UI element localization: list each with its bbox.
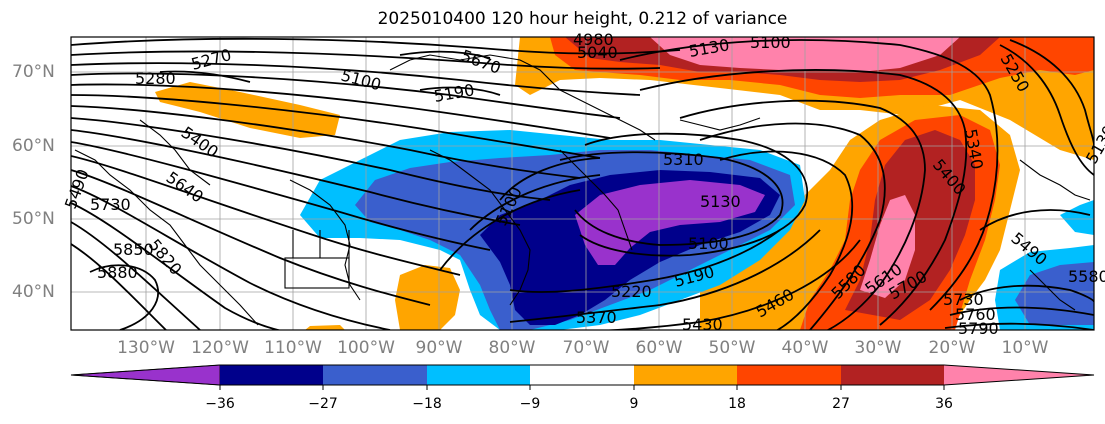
- contour-label: 5580: [1068, 267, 1105, 286]
- anomaly-positive-south: [395, 265, 460, 330]
- longitude-label: 40°W: [781, 338, 829, 358]
- longitude-label: 130°W: [117, 338, 175, 358]
- longitude-label: 70°W: [562, 338, 610, 358]
- colorbar-tick-label: −36: [205, 396, 235, 412]
- colorbar-segment: [323, 365, 427, 385]
- colorbar-segment: [70, 364, 221, 386]
- latitude-label: 60°N: [12, 136, 55, 156]
- colorbar-tick-label: 9: [629, 396, 639, 412]
- colorbar-tick-label: −9: [519, 396, 541, 412]
- contour-label: 5430: [682, 315, 723, 334]
- longitude-label: 80°W: [488, 338, 536, 358]
- contour-label: 5280: [135, 69, 176, 88]
- contour-label: 5760: [955, 305, 996, 324]
- anomaly-positive-east-pink: [860, 195, 915, 298]
- longitude-label: 100°W: [337, 338, 395, 358]
- contour-label: 5040: [577, 43, 618, 62]
- contour-label: 5100: [750, 33, 791, 52]
- contour-label: 5850: [113, 240, 154, 259]
- longitude-label: 30°W: [854, 338, 902, 358]
- contour-label: 5220: [611, 282, 652, 301]
- colorbar-segment: [634, 365, 737, 385]
- map-title: 2025010400 120 hour height, 0.212 of var…: [377, 9, 788, 29]
- longitude-label: 120°W: [191, 338, 249, 358]
- anomaly-positive-southwest: [305, 325, 345, 330]
- coastlines: [74, 54, 1091, 326]
- height-contours: [71, 37, 1094, 330]
- colorbar-tick-label: −18: [412, 396, 442, 412]
- contour-label: 5880: [97, 263, 138, 282]
- colorbar-segment: [944, 365, 1094, 385]
- latitude-label: 50°N: [12, 209, 55, 229]
- colorbar-segment: [530, 365, 634, 385]
- colorbar-tick-label: −27: [308, 396, 338, 412]
- contour-label: 5730: [943, 290, 984, 309]
- colorbar-tick-label: 18: [728, 396, 746, 412]
- contour-label: 5790: [958, 319, 999, 338]
- colorbar-segment: [841, 365, 944, 385]
- colorbar: [70, 364, 1095, 390]
- contour-label: 5100: [688, 234, 729, 253]
- contour-label: 5130: [700, 192, 741, 211]
- contour-label: 5730: [90, 195, 131, 214]
- latitude-label: 40°N: [12, 282, 55, 302]
- latitude-label: 70°N: [12, 62, 55, 82]
- map-frame: [70, 36, 1095, 331]
- contour-label: 5370: [576, 308, 617, 327]
- anomaly-negative-far-east: [1060, 200, 1094, 235]
- contour-label: 5310: [663, 150, 704, 169]
- longitude-label: 110°W: [264, 338, 322, 358]
- contour-label: 4980: [573, 30, 614, 49]
- anomaly-negative-main-purple: [575, 180, 765, 265]
- longitude-label: 20°W: [928, 338, 976, 358]
- contour-labels: 5280 5270 5100 5190 5670 5040 4980 5130 …: [61, 30, 1105, 338]
- longitude-label: 10°W: [1001, 338, 1049, 358]
- colorbar-tick-label: 27: [832, 396, 850, 412]
- colorbar-segment: [220, 365, 323, 385]
- longitude-label: 50°W: [708, 338, 756, 358]
- anomaly-positive-west: [155, 82, 340, 138]
- longitude-label: 60°W: [635, 338, 683, 358]
- colorbar-segment: [427, 365, 530, 385]
- colorbar-segment: [737, 365, 841, 385]
- colorbar-tick-label: 36: [935, 396, 953, 412]
- longitude-label: 90°W: [415, 338, 463, 358]
